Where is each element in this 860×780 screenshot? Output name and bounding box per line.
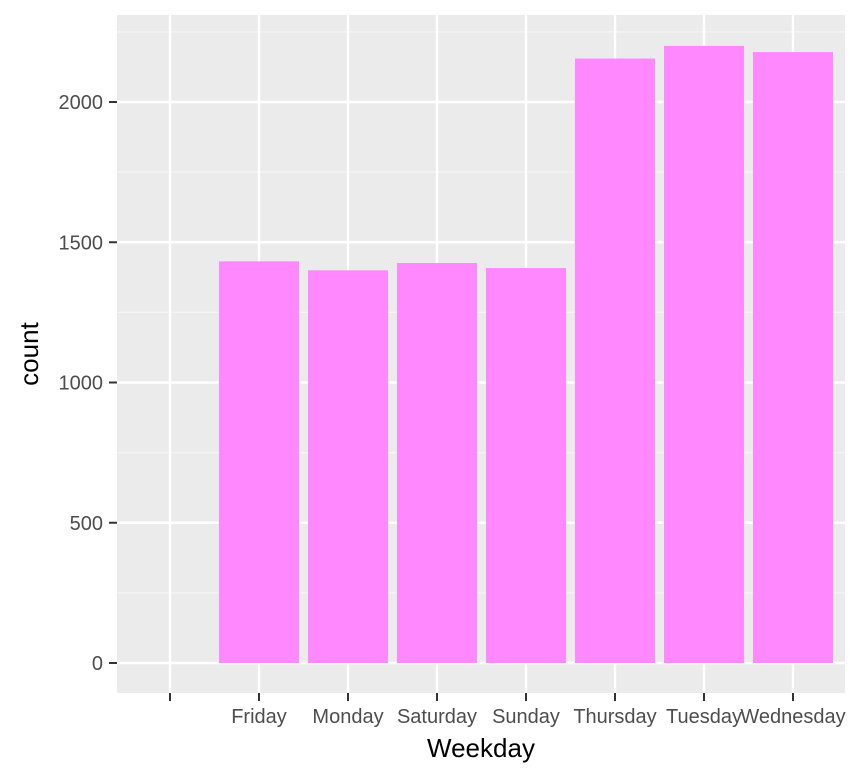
x-axis: Friday Monday Saturday Sunday Thursday Tuesda… (169, 693, 846, 728)
y-tick-label: 1000 (59, 373, 104, 395)
bar (664, 45, 744, 663)
bar (219, 261, 299, 663)
x-tick-label: Saturday (397, 706, 477, 728)
y-axis: 0 500 1000 1500 2000 (59, 92, 117, 675)
bar (486, 268, 566, 663)
x-tick-label: Thursday (573, 706, 656, 728)
y-tick-label: 1500 (59, 232, 104, 254)
bar (397, 263, 477, 663)
y-tick-label: 0 (92, 653, 103, 675)
bar (575, 58, 655, 663)
x-axis-title: Weekday (427, 733, 535, 763)
y-axis-title: count (14, 321, 44, 385)
bars-group (219, 45, 833, 664)
x-tick-label: Monday (312, 706, 383, 728)
y-tick-label: 2000 (59, 92, 104, 114)
x-tick-label: Friday (231, 706, 287, 728)
bar (308, 270, 388, 663)
bar (753, 52, 833, 664)
x-tick-label: Tuesday (666, 706, 742, 728)
x-tick-label: Wednesday (740, 706, 845, 728)
x-tick-label: Sunday (492, 706, 560, 728)
y-tick-label: 500 (70, 513, 103, 535)
